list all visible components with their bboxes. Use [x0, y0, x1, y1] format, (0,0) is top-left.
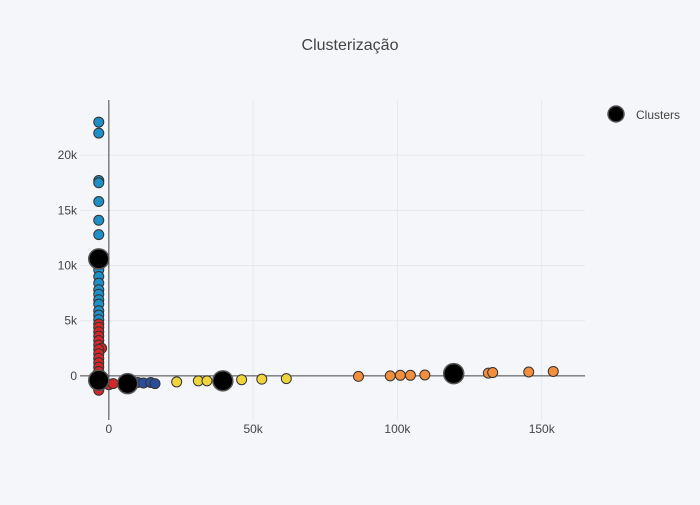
x-tick-label: 150k: [529, 422, 556, 436]
y-tick-label: 20k: [58, 148, 78, 162]
data-point[interactable]: [280, 373, 292, 385]
data-point[interactable]: [394, 369, 406, 381]
cluster-centroid[interactable]: [88, 248, 110, 270]
data-point[interactable]: [93, 116, 105, 128]
x-tick-label: 50k: [243, 422, 263, 436]
data-point[interactable]: [352, 370, 364, 382]
data-point[interactable]: [93, 214, 105, 226]
data-point[interactable]: [404, 369, 416, 381]
data-point[interactable]: [93, 196, 105, 208]
y-tick-label: 15k: [58, 203, 78, 217]
data-point[interactable]: [256, 373, 268, 385]
data-point[interactable]: [419, 369, 431, 381]
data-point[interactable]: [93, 229, 105, 241]
data-point[interactable]: [107, 378, 119, 390]
y-tick-label: 0: [70, 369, 77, 383]
chart-title: Clusterização: [302, 37, 399, 54]
data-point[interactable]: [547, 365, 559, 377]
data-point[interactable]: [149, 378, 161, 390]
cluster-centroid[interactable]: [116, 372, 139, 395]
data-point[interactable]: [93, 127, 105, 139]
legend[interactable]: Clusters: [607, 105, 680, 123]
legend-label[interactable]: Clusters: [636, 108, 680, 122]
cluster-centroid[interactable]: [212, 370, 234, 392]
data-point[interactable]: [171, 376, 183, 388]
legend-marker[interactable]: [607, 105, 625, 123]
data-point[interactable]: [487, 367, 499, 379]
data-point[interactable]: [523, 366, 535, 378]
cluster-centroid[interactable]: [442, 362, 465, 385]
data-point[interactable]: [93, 177, 105, 189]
x-tick-label: 0: [106, 422, 113, 436]
x-tick-label: 100k: [384, 422, 411, 436]
data-point[interactable]: [384, 370, 396, 382]
cluster-centroid[interactable]: [88, 369, 110, 392]
y-tick-label: 10k: [58, 259, 78, 273]
data-point[interactable]: [236, 374, 248, 386]
y-tick-label: 5k: [64, 314, 78, 328]
data-point[interactable]: [201, 375, 213, 387]
